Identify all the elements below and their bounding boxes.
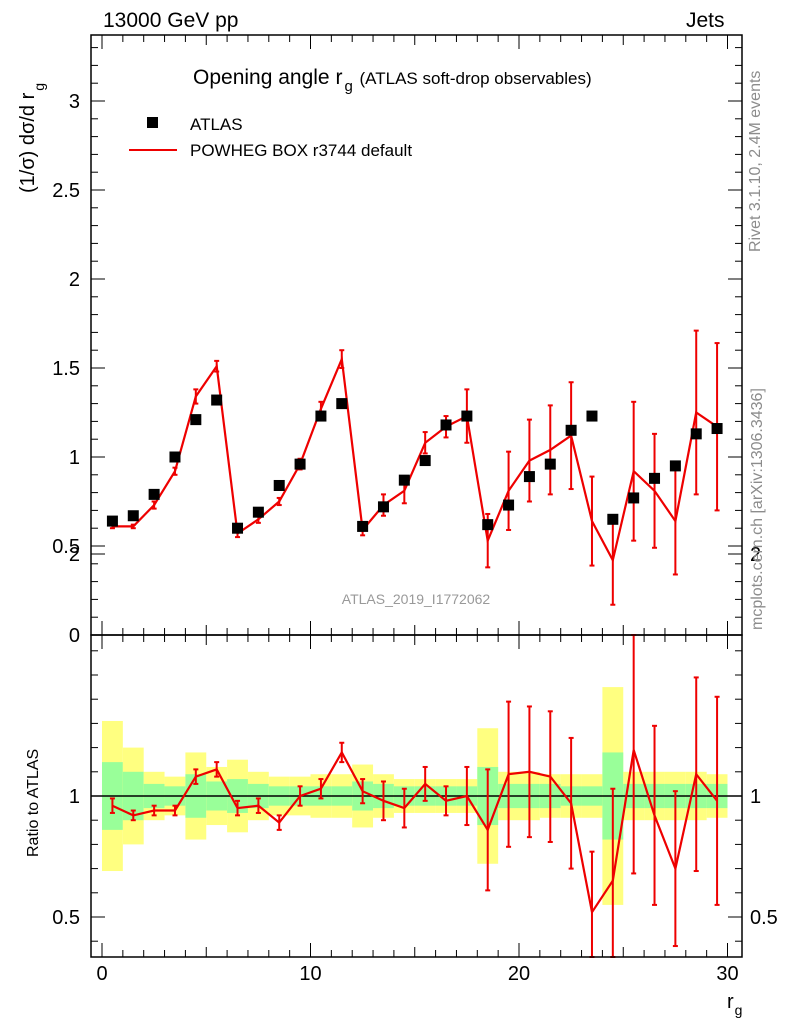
- atlas-data-point: [523, 471, 535, 483]
- main-y-tick-label: 0: [69, 625, 80, 647]
- ratio-y-axis-label: Ratio to ATLAS: [25, 749, 42, 857]
- atlas-data-point: [711, 423, 723, 435]
- legend-atlas-label: ATLAS: [190, 115, 243, 134]
- x-tick-label: 20: [508, 963, 530, 985]
- ratio-y-tick-label-right: 1: [750, 786, 761, 808]
- atlas-data-point: [419, 455, 431, 467]
- rivet-version-label: Rivet 3.1.10, 2.4M events: [747, 70, 764, 252]
- main-plot-marks: [106, 329, 723, 606]
- atlas-data-point: [482, 519, 494, 531]
- atlas-data-point: [461, 410, 473, 422]
- legend-powheg-label: POWHEG BOX r3744 default: [190, 141, 412, 160]
- atlas-data-point: [565, 424, 577, 436]
- atlas-data-point: [127, 510, 139, 522]
- atlas-data-point: [607, 513, 619, 525]
- legend: ATLAS POWHEG BOX r3744 default: [129, 115, 412, 160]
- atlas-data-point: [252, 506, 264, 518]
- main-y-tick-label: 1.5: [52, 358, 80, 380]
- analysis-watermark: ATLAS_2019_I1772062: [342, 591, 491, 607]
- atlas-data-point: [315, 410, 327, 422]
- ratio-y-tick-label: 1: [69, 786, 80, 808]
- ratio-y-tick-label: 0.5: [52, 907, 80, 929]
- powheg-line: [112, 354, 718, 564]
- ratio-plot-panel: 0.5 0.51 12 20 10 20 30 Ratio to ATLAS rg: [25, 544, 778, 1018]
- main-y-tick-label: 0.5: [52, 536, 80, 558]
- atlas-data-point: [398, 474, 410, 486]
- atlas-data-point: [357, 520, 369, 532]
- atlas-data-point: [544, 458, 556, 470]
- ratio-y-tick-label-right: 2: [750, 544, 761, 566]
- atlas-data-point: [377, 501, 389, 513]
- main-y-tick-label: 1: [69, 447, 80, 469]
- header-process-label: Jets: [686, 9, 725, 32]
- atlas-data-point: [190, 414, 202, 426]
- atlas-data-point: [273, 479, 285, 491]
- atlas-data-point: [503, 499, 515, 511]
- x-tick-label: 10: [299, 963, 321, 985]
- x-axis-label: rg: [727, 991, 742, 1018]
- main-y-axis-label: (1/σ) dσ/d rg: [17, 83, 47, 193]
- main-y-axis: 0 0.5 1 1.5 2 2.5 3: [52, 35, 742, 647]
- legend-atlas-marker: [147, 117, 158, 128]
- main-y-tick-label: 3: [69, 91, 80, 113]
- atlas-data-point: [294, 458, 306, 470]
- atlas-data-point: [148, 488, 160, 500]
- ratio-axes: 0.5 0.51 12 20 10 20 30: [52, 544, 778, 985]
- x-tick-label: 30: [716, 963, 738, 985]
- ratio-line: [111, 749, 718, 916]
- main-y-tick-label: 2: [69, 269, 80, 291]
- atlas-data-point: [669, 460, 681, 472]
- atlas-data-point: [586, 410, 598, 422]
- atlas-data-point: [690, 428, 702, 440]
- ratio-y-tick-label-right: 0.5: [750, 907, 778, 929]
- atlas-data-point: [106, 515, 118, 527]
- atlas-data-point: [211, 394, 223, 406]
- ratio-plot-frame: [90, 634, 743, 958]
- main-y-tick-label: 2.5: [52, 180, 80, 202]
- atlas-data-point: [232, 522, 244, 534]
- atlas-data-point: [628, 492, 640, 504]
- atlas-data-point: [336, 398, 348, 410]
- atlas-data-point: [649, 472, 661, 484]
- mcplots-label: mcplots.cern.ch [arXiv:1306.3436]: [749, 388, 766, 630]
- header-energy-label: 13000 GeV pp: [103, 9, 239, 32]
- atlas-data-point: [169, 451, 181, 463]
- ratio-y-tick-label: 2: [69, 544, 80, 566]
- atlas-data-point: [440, 419, 452, 431]
- main-plot-frame: [90, 34, 743, 636]
- x-tick-label: 0: [96, 963, 107, 985]
- ratio-marks: [109, 634, 720, 958]
